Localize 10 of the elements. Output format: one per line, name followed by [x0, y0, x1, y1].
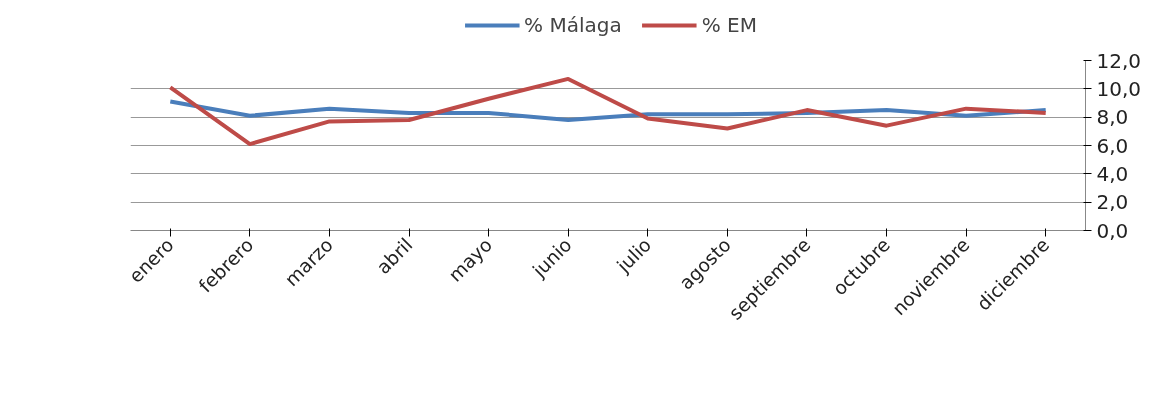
- legend-label: % Málaga: [524, 13, 622, 37]
- line-series: [168, 76, 1048, 147]
- y-tick-label: 0,0: [1096, 218, 1129, 243]
- y-tick-label: 4,0: [1096, 161, 1129, 186]
- y-tick-label: 6,0: [1096, 133, 1129, 158]
- legend-label: % EM: [701, 13, 757, 37]
- y-tick-label: 8,0: [1096, 105, 1129, 130]
- y-tick-label: 10,0: [1096, 76, 1142, 101]
- y-tick-label: 12,0: [1096, 48, 1142, 73]
- y-tick-label: 2,0: [1096, 190, 1129, 215]
